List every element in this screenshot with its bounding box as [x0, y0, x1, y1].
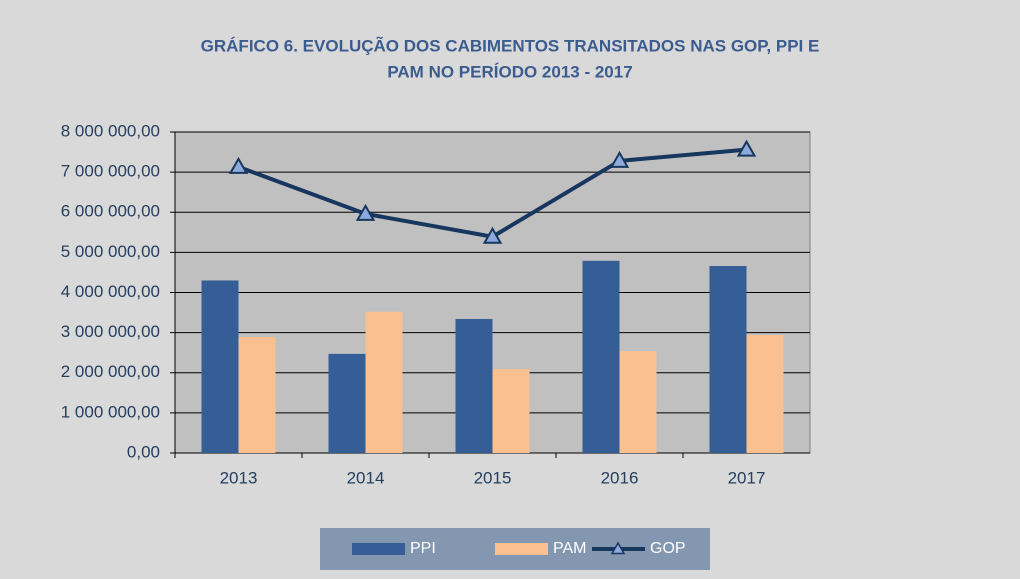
chart-title: PAM NO PERÍODO 2013 - 2017: [387, 62, 632, 81]
x-tick-label: 2017: [728, 468, 766, 487]
x-tick-label: 2014: [347, 468, 385, 487]
y-tick-label: 3 000 000,00: [61, 322, 160, 341]
legend-swatch: [495, 543, 548, 555]
chart-title: GRÁFICO 6. EVOLUÇÃO DOS CABIMENTOS TRANS…: [201, 35, 820, 55]
bar: [709, 266, 747, 453]
y-tick-label: 4 000 000,00: [61, 282, 160, 301]
legend-label: PAM: [553, 540, 586, 557]
x-tick-label: 2013: [220, 468, 258, 487]
legend-marker: [610, 541, 626, 555]
marker: [736, 139, 757, 157]
bar: [455, 318, 493, 453]
y-tick-label: 7 000 000,00: [61, 162, 160, 181]
bar: [238, 337, 276, 453]
bar: [746, 335, 784, 453]
bar: [365, 311, 403, 453]
bar: [201, 280, 239, 453]
x-tick-label: 2015: [474, 468, 512, 487]
marker: [482, 226, 503, 244]
bar: [328, 353, 366, 453]
legend-label: GOP: [650, 540, 686, 557]
bar: [619, 351, 657, 453]
legend-swatch: [352, 543, 405, 555]
y-tick-label: 0,00: [127, 442, 160, 461]
y-tick-label: 5 000 000,00: [61, 242, 160, 261]
y-tick-label: 2 000 000,00: [61, 362, 160, 381]
marker: [609, 150, 630, 168]
y-tick-label: 6 000 000,00: [61, 202, 160, 221]
y-tick-label: 1 000 000,00: [61, 402, 160, 421]
bar: [492, 369, 530, 453]
bar: [582, 260, 620, 453]
x-tick-label: 2016: [601, 468, 639, 487]
y-tick-label: 8 000 000,00: [61, 121, 160, 140]
marker: [355, 203, 376, 221]
marker: [228, 156, 249, 174]
legend-label: PPI: [410, 540, 436, 557]
